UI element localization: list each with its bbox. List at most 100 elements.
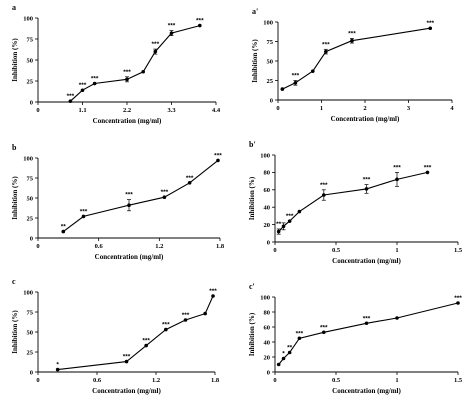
data-point <box>297 336 302 341</box>
x-tick-label: 0 <box>273 247 276 254</box>
x-axis-label: Concentration (mg/ml) <box>332 387 401 395</box>
x-tick-label: 0.6 <box>93 377 102 384</box>
data-point <box>81 214 86 219</box>
data-point <box>198 23 202 28</box>
significance-label: *** <box>123 69 131 76</box>
chart-panel: b 0 25 50 75 100 0 0.6 1.2 1.8 Concentration (mg/m… <box>11 143 225 261</box>
x-tick-label: 0 <box>273 377 276 384</box>
significance-label: *** <box>320 324 328 331</box>
data-point <box>164 327 168 332</box>
y-tick-label: 100 <box>23 15 33 22</box>
y-axis-label: Inhibition (%) <box>11 310 19 354</box>
y-tick-label: 0 <box>30 99 33 106</box>
x-tick-label: 1 <box>320 105 323 112</box>
significance-label: * <box>282 351 285 358</box>
data-point <box>141 69 145 74</box>
data-point <box>322 193 326 197</box>
y-tick-label: 25 <box>27 349 34 356</box>
panel-label: c' <box>249 282 255 291</box>
y-tick-label: 75 <box>27 36 34 43</box>
y-tick-label: 20 <box>264 222 271 229</box>
significance-label: *** <box>393 164 401 171</box>
data-point <box>287 219 292 223</box>
data-point <box>287 350 292 355</box>
x-tick-label: 1.1 <box>78 107 86 114</box>
data-point <box>311 69 315 73</box>
panel-label: b <box>12 143 17 152</box>
y-tick-label: 50 <box>27 329 34 336</box>
y-tick-label: 0 <box>30 369 33 376</box>
y-tick-label: 80 <box>264 170 271 177</box>
x-tick-label: 0 <box>36 377 39 384</box>
series-line <box>282 27 431 90</box>
data-point <box>456 301 460 305</box>
x-tick-label: 0 <box>276 105 279 112</box>
significance-label: *** <box>426 20 434 27</box>
significance-label: *** <box>67 93 75 100</box>
x-tick-label: 1.8 <box>211 377 220 384</box>
data-point <box>80 88 85 93</box>
significance-label: *** <box>79 82 87 89</box>
series-line <box>278 171 428 232</box>
x-tick-label: 0 <box>36 107 39 114</box>
data-point <box>183 318 188 322</box>
chart-panel: c 0 25 50 75 100 0 0.6 1.2 1.8 Concentration (mg/m… <box>11 277 220 395</box>
x-tick-label: 2.2 <box>123 107 131 114</box>
significance-label: *** <box>168 23 176 30</box>
data-point <box>322 330 326 335</box>
y-tick-label: 60 <box>264 187 271 194</box>
y-tick-label: 0 <box>267 369 270 376</box>
significance-label: *** <box>123 354 131 361</box>
data-point <box>144 343 148 348</box>
y-tick-label: 50 <box>27 195 34 202</box>
x-tick-label: 0.6 <box>95 243 104 250</box>
data-point <box>276 362 281 367</box>
significance-label: * <box>56 362 59 369</box>
data-point <box>281 356 286 361</box>
y-tick-label: 100 <box>23 155 33 162</box>
x-tick-label: 4.4 <box>212 107 221 114</box>
significance-label: *** <box>348 30 356 37</box>
x-tick-label: 1.2 <box>155 243 163 250</box>
x-axis-label: Concentration (mg/ml) <box>331 115 400 123</box>
significance-label: ** <box>61 224 67 231</box>
data-point <box>280 87 285 91</box>
data-point <box>61 229 66 234</box>
chart-panel: a 0 25 50 75 100 0 1.1 2.2 3.3 4.4 Concentration (m… <box>11 3 221 125</box>
y-tick-label: 25 <box>27 215 34 222</box>
y-tick-label: 100 <box>260 294 270 301</box>
series-line <box>278 302 459 365</box>
data-point <box>350 38 354 43</box>
series-line <box>57 295 214 371</box>
data-point <box>55 367 60 372</box>
x-tick-label: 0.5 <box>332 377 341 384</box>
y-tick-label: 75 <box>267 39 274 46</box>
data-point <box>169 31 174 35</box>
significance-label: *** <box>186 175 194 182</box>
y-tick-label: 20 <box>264 354 271 361</box>
significance-label: ** <box>276 221 282 228</box>
data-point <box>281 224 286 229</box>
y-tick-label: 0 <box>30 235 33 242</box>
data-point <box>124 359 129 364</box>
y-tick-label: 75 <box>27 175 34 182</box>
data-point <box>125 77 129 82</box>
significance-label: *** <box>125 192 133 199</box>
data-point <box>92 81 97 86</box>
significance-label: *** <box>196 18 204 25</box>
x-axis-label: Concentration (mg/ml) <box>95 253 164 261</box>
panel-label: a <box>12 3 16 12</box>
series-line <box>70 25 200 102</box>
significance-label: *** <box>363 315 371 322</box>
data-point <box>153 49 158 54</box>
significance-label: *** <box>322 41 330 48</box>
y-tick-label: 75 <box>27 309 34 316</box>
chart-panel: c' 0 20 40 60 80 100 0 0.5 1 1.5 Concentration (mg/… <box>248 282 463 395</box>
x-tick-label: 4 <box>450 105 454 112</box>
significance-label: *** <box>214 152 222 159</box>
y-tick-label: 80 <box>264 309 271 316</box>
y-axis-label: Inhibition (%) <box>251 39 259 83</box>
panel-label: a' <box>252 7 258 16</box>
x-axis-label: Concentration (mg/ml) <box>332 257 401 265</box>
data-point <box>425 170 430 175</box>
